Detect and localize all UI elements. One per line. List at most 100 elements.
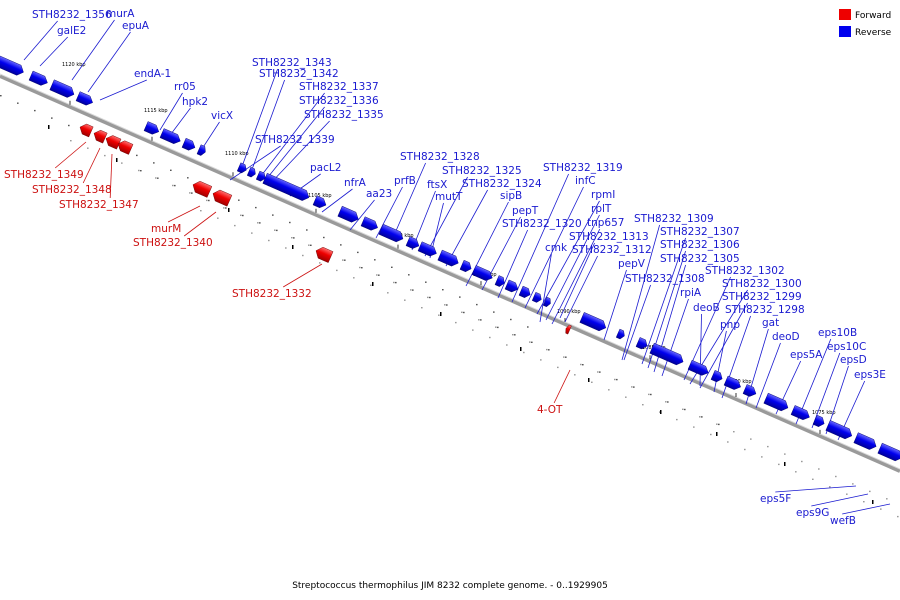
- gene-label-sth8232-1306[interactable]: STH8232_1306: [660, 239, 740, 251]
- gene-label-sth8232-1300[interactable]: STH8232_1300: [722, 278, 802, 290]
- gene-label-sth8232-1307[interactable]: STH8232_1307: [660, 226, 740, 238]
- reverse-gene-arrow[interactable]: [417, 241, 439, 258]
- reverse-gene-arrow[interactable]: [181, 137, 197, 152]
- gene-label-sth8232-1325[interactable]: STH8232_1325: [442, 165, 522, 177]
- reverse-gene-arrow[interactable]: [812, 414, 826, 428]
- gene-label-murm[interactable]: murM: [151, 223, 181, 235]
- forward-gene-arrow[interactable]: [564, 324, 572, 335]
- forward-gene-arrow[interactable]: [104, 133, 122, 150]
- gene-label-prfb[interactable]: prfB: [394, 175, 416, 187]
- gene-label-ftsx[interactable]: ftsX: [427, 179, 447, 191]
- reverse-gene-arrow[interactable]: [360, 216, 380, 233]
- reverse-gene-arrow[interactable]: [825, 420, 854, 441]
- gene-label-sth8232-1328[interactable]: STH8232_1328: [400, 151, 480, 163]
- gene-label-deod[interactable]: deoD: [772, 331, 800, 343]
- gene-label-sth8232-1298[interactable]: STH8232_1298: [725, 304, 805, 316]
- gene-label-sth8232-1340[interactable]: STH8232_1340: [133, 237, 213, 249]
- gene-label-sth8232-1356[interactable]: STH8232_1356: [32, 9, 112, 21]
- forward-gene-arrow[interactable]: [78, 122, 94, 138]
- gene-label-pept[interactable]: pepT: [512, 205, 539, 217]
- reverse-gene-arrow[interactable]: [877, 442, 900, 463]
- reverse-gene-arrow[interactable]: [504, 279, 520, 294]
- reverse-gene-arrow[interactable]: [742, 384, 758, 398]
- gene-label-sth8232-1342[interactable]: STH8232_1342: [259, 68, 339, 80]
- forward-gene-arrow[interactable]: [191, 179, 213, 198]
- reverse-gene-arrow[interactable]: [459, 259, 473, 273]
- gene-label-sth8232-1308[interactable]: STH8232_1308: [625, 273, 705, 285]
- gene-label-sth8232-1337[interactable]: STH8232_1337: [299, 81, 379, 93]
- forward-gene-arrow[interactable]: [92, 128, 108, 144]
- reverse-gene-arrow[interactable]: [405, 236, 421, 251]
- reverse-gene-arrow[interactable]: [790, 405, 812, 421]
- reverse-gene-arrow[interactable]: [236, 162, 248, 174]
- gene-label-vicx[interactable]: vicX: [211, 110, 233, 122]
- reverse-gene-arrow[interactable]: [378, 223, 405, 244]
- gene-label-eps5f[interactable]: eps5F: [760, 493, 791, 505]
- gene-label-sth8232-1319[interactable]: STH8232_1319: [543, 162, 623, 174]
- gene-label-rpmi[interactable]: rpmI: [591, 189, 615, 201]
- reverse-gene-arrow[interactable]: [687, 359, 710, 377]
- gene-label-nfra[interactable]: nfrA: [344, 177, 367, 189]
- gene-label-sth8232-1312[interactable]: STH8232_1312: [572, 244, 652, 256]
- reverse-gene-arrow[interactable]: [494, 275, 506, 288]
- reverse-gene-arrow[interactable]: [710, 370, 724, 383]
- gene-label-epsd[interactable]: epsD: [840, 354, 867, 366]
- gene-label-eps5a[interactable]: eps5A: [790, 349, 823, 361]
- gene-label-pacl2[interactable]: pacL2: [310, 162, 341, 174]
- gene-label-sth8232-1349[interactable]: STH8232_1349: [4, 169, 84, 181]
- reverse-gene-arrow[interactable]: [723, 375, 743, 392]
- gene-label-sth8232-1324[interactable]: STH8232_1324: [462, 178, 542, 190]
- gene-label-sth8232-1336[interactable]: STH8232_1336: [299, 95, 379, 107]
- gene-label-sth8232-1313[interactable]: STH8232_1313: [569, 231, 649, 243]
- gene-label-mutt[interactable]: mutT: [435, 191, 463, 203]
- gene-label-mura[interactable]: murA: [106, 8, 135, 20]
- gene-label-sth8232-1339[interactable]: STH8232_1339: [255, 134, 335, 146]
- gene-label-wefb[interactable]: wefB: [830, 515, 856, 527]
- reverse-gene-arrow[interactable]: [531, 292, 543, 303]
- gene-label-sth8232-1332[interactable]: STH8232_1332: [232, 288, 312, 300]
- gene-label-eps10b[interactable]: eps10B: [818, 327, 857, 339]
- reverse-gene-arrow[interactable]: [635, 337, 649, 350]
- gene-label-epua[interactable]: epuA: [122, 20, 150, 32]
- gene-label-tnp657[interactable]: tnp657: [587, 217, 624, 229]
- gene-label-eps9g[interactable]: eps9G: [796, 507, 829, 519]
- gene-label-cmk[interactable]: cmk: [545, 242, 568, 254]
- forward-gene-arrow[interactable]: [211, 188, 233, 207]
- reverse-gene-arrow[interactable]: [0, 54, 26, 77]
- gene-label-sipb[interactable]: sipB: [500, 190, 522, 202]
- gene-label-sth8232-1343[interactable]: STH8232_1343: [252, 57, 332, 69]
- reverse-gene-arrow[interactable]: [649, 342, 686, 367]
- gene-label-4-ot[interactable]: 4-OT: [537, 404, 563, 416]
- gene-label-gale2[interactable]: galE2: [57, 25, 86, 37]
- reverse-gene-arrow[interactable]: [159, 128, 182, 146]
- gene-label-rr05[interactable]: rr05: [174, 81, 196, 93]
- gene-label-sth8232-1309[interactable]: STH8232_1309: [634, 213, 714, 225]
- reverse-gene-arrow[interactable]: [75, 91, 95, 108]
- gene-label-rpia[interactable]: rpiA: [680, 287, 702, 299]
- gene-label-gat[interactable]: gat: [762, 317, 779, 329]
- reverse-gene-arrow[interactable]: [246, 166, 257, 178]
- reverse-gene-arrow[interactable]: [255, 170, 267, 182]
- gene-label-sth8232-1335[interactable]: STH8232_1335: [304, 109, 384, 121]
- gene-label-sth8232-1347[interactable]: STH8232_1347: [59, 199, 139, 211]
- reverse-gene-arrow[interactable]: [28, 70, 50, 87]
- reverse-gene-arrow[interactable]: [337, 205, 361, 224]
- reverse-gene-arrow[interactable]: [471, 265, 494, 282]
- reverse-gene-arrow[interactable]: [312, 195, 328, 210]
- gene-label-infc[interactable]: infC: [575, 175, 596, 187]
- reverse-gene-arrow[interactable]: [437, 249, 461, 268]
- reverse-gene-arrow[interactable]: [615, 328, 626, 340]
- gene-label-pepv[interactable]: pepV: [618, 258, 646, 270]
- gene-label-sth8232-1302[interactable]: STH8232_1302: [705, 265, 785, 277]
- gene-label-sth8232-1305[interactable]: STH8232_1305: [660, 253, 740, 265]
- gene-label-aa23[interactable]: aa23: [366, 188, 392, 200]
- reverse-gene-arrow[interactable]: [196, 144, 207, 157]
- gene-label-sth8232-1320[interactable]: STH8232_1320: [502, 218, 582, 230]
- reverse-gene-arrow[interactable]: [49, 79, 76, 100]
- gene-label-rplt[interactable]: rplT: [591, 203, 612, 215]
- reverse-gene-arrow[interactable]: [763, 392, 790, 413]
- reverse-gene-arrow[interactable]: [542, 296, 552, 308]
- reverse-gene-arrow[interactable]: [518, 285, 532, 299]
- reverse-gene-arrow[interactable]: [853, 432, 879, 452]
- gene-label-eps10c[interactable]: eps10C: [827, 341, 866, 353]
